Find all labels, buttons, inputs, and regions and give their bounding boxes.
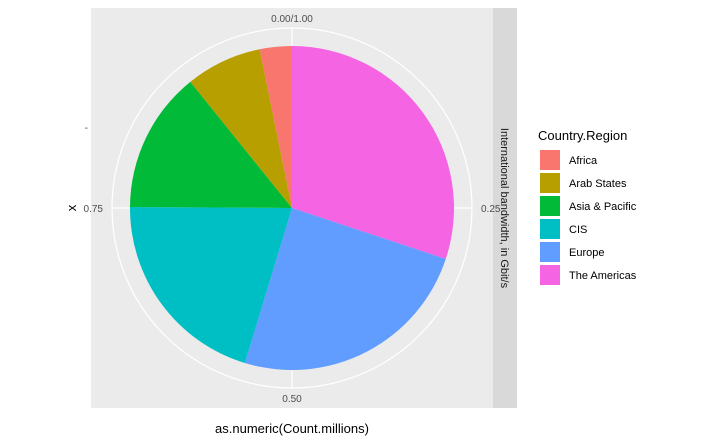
facet-label: International bandwidth, in Gbit/s xyxy=(498,128,510,289)
legend-key xyxy=(540,219,560,239)
y-tick-label: - xyxy=(85,123,88,134)
legend-key xyxy=(540,173,560,193)
theta-ticks: 0.00/1.00 0.25 0.50 0.75 xyxy=(84,14,501,405)
legend-label: Asia & Pacific xyxy=(569,201,637,213)
slice-cis xyxy=(130,206,292,363)
slice-asia-pacific xyxy=(130,81,292,208)
legend-label: The Americas xyxy=(569,270,637,282)
slice-africa xyxy=(259,46,292,208)
legend-key xyxy=(540,242,560,262)
theta-tick-label: 0.25 xyxy=(481,204,501,215)
pie-slices xyxy=(130,46,454,370)
legend-label: Europe xyxy=(569,247,604,259)
slice-arab-states xyxy=(190,49,292,208)
y-axis-title: x xyxy=(64,204,79,211)
legend-key xyxy=(540,150,560,170)
x-axis-title: as.numeric(Count.millions) xyxy=(215,421,369,436)
legend-label: Arab States xyxy=(569,178,627,190)
legend: Africa Arab States Asia & Pacific CIS Europe… xyxy=(540,150,637,285)
legend-key xyxy=(540,196,560,216)
slice-europe xyxy=(244,208,446,370)
legend-label: CIS xyxy=(569,224,587,236)
legend-key xyxy=(540,265,560,285)
theta-tick-label: 0.75 xyxy=(84,204,104,215)
slice-the-americas xyxy=(292,46,454,260)
theta-tick-label: 0.00/1.00 xyxy=(271,14,313,25)
legend-label: Africa xyxy=(569,155,598,167)
facet-strip xyxy=(493,8,517,408)
theta-tick-label: 0.50 xyxy=(282,394,302,405)
legend-title: Country.Region xyxy=(538,128,627,143)
